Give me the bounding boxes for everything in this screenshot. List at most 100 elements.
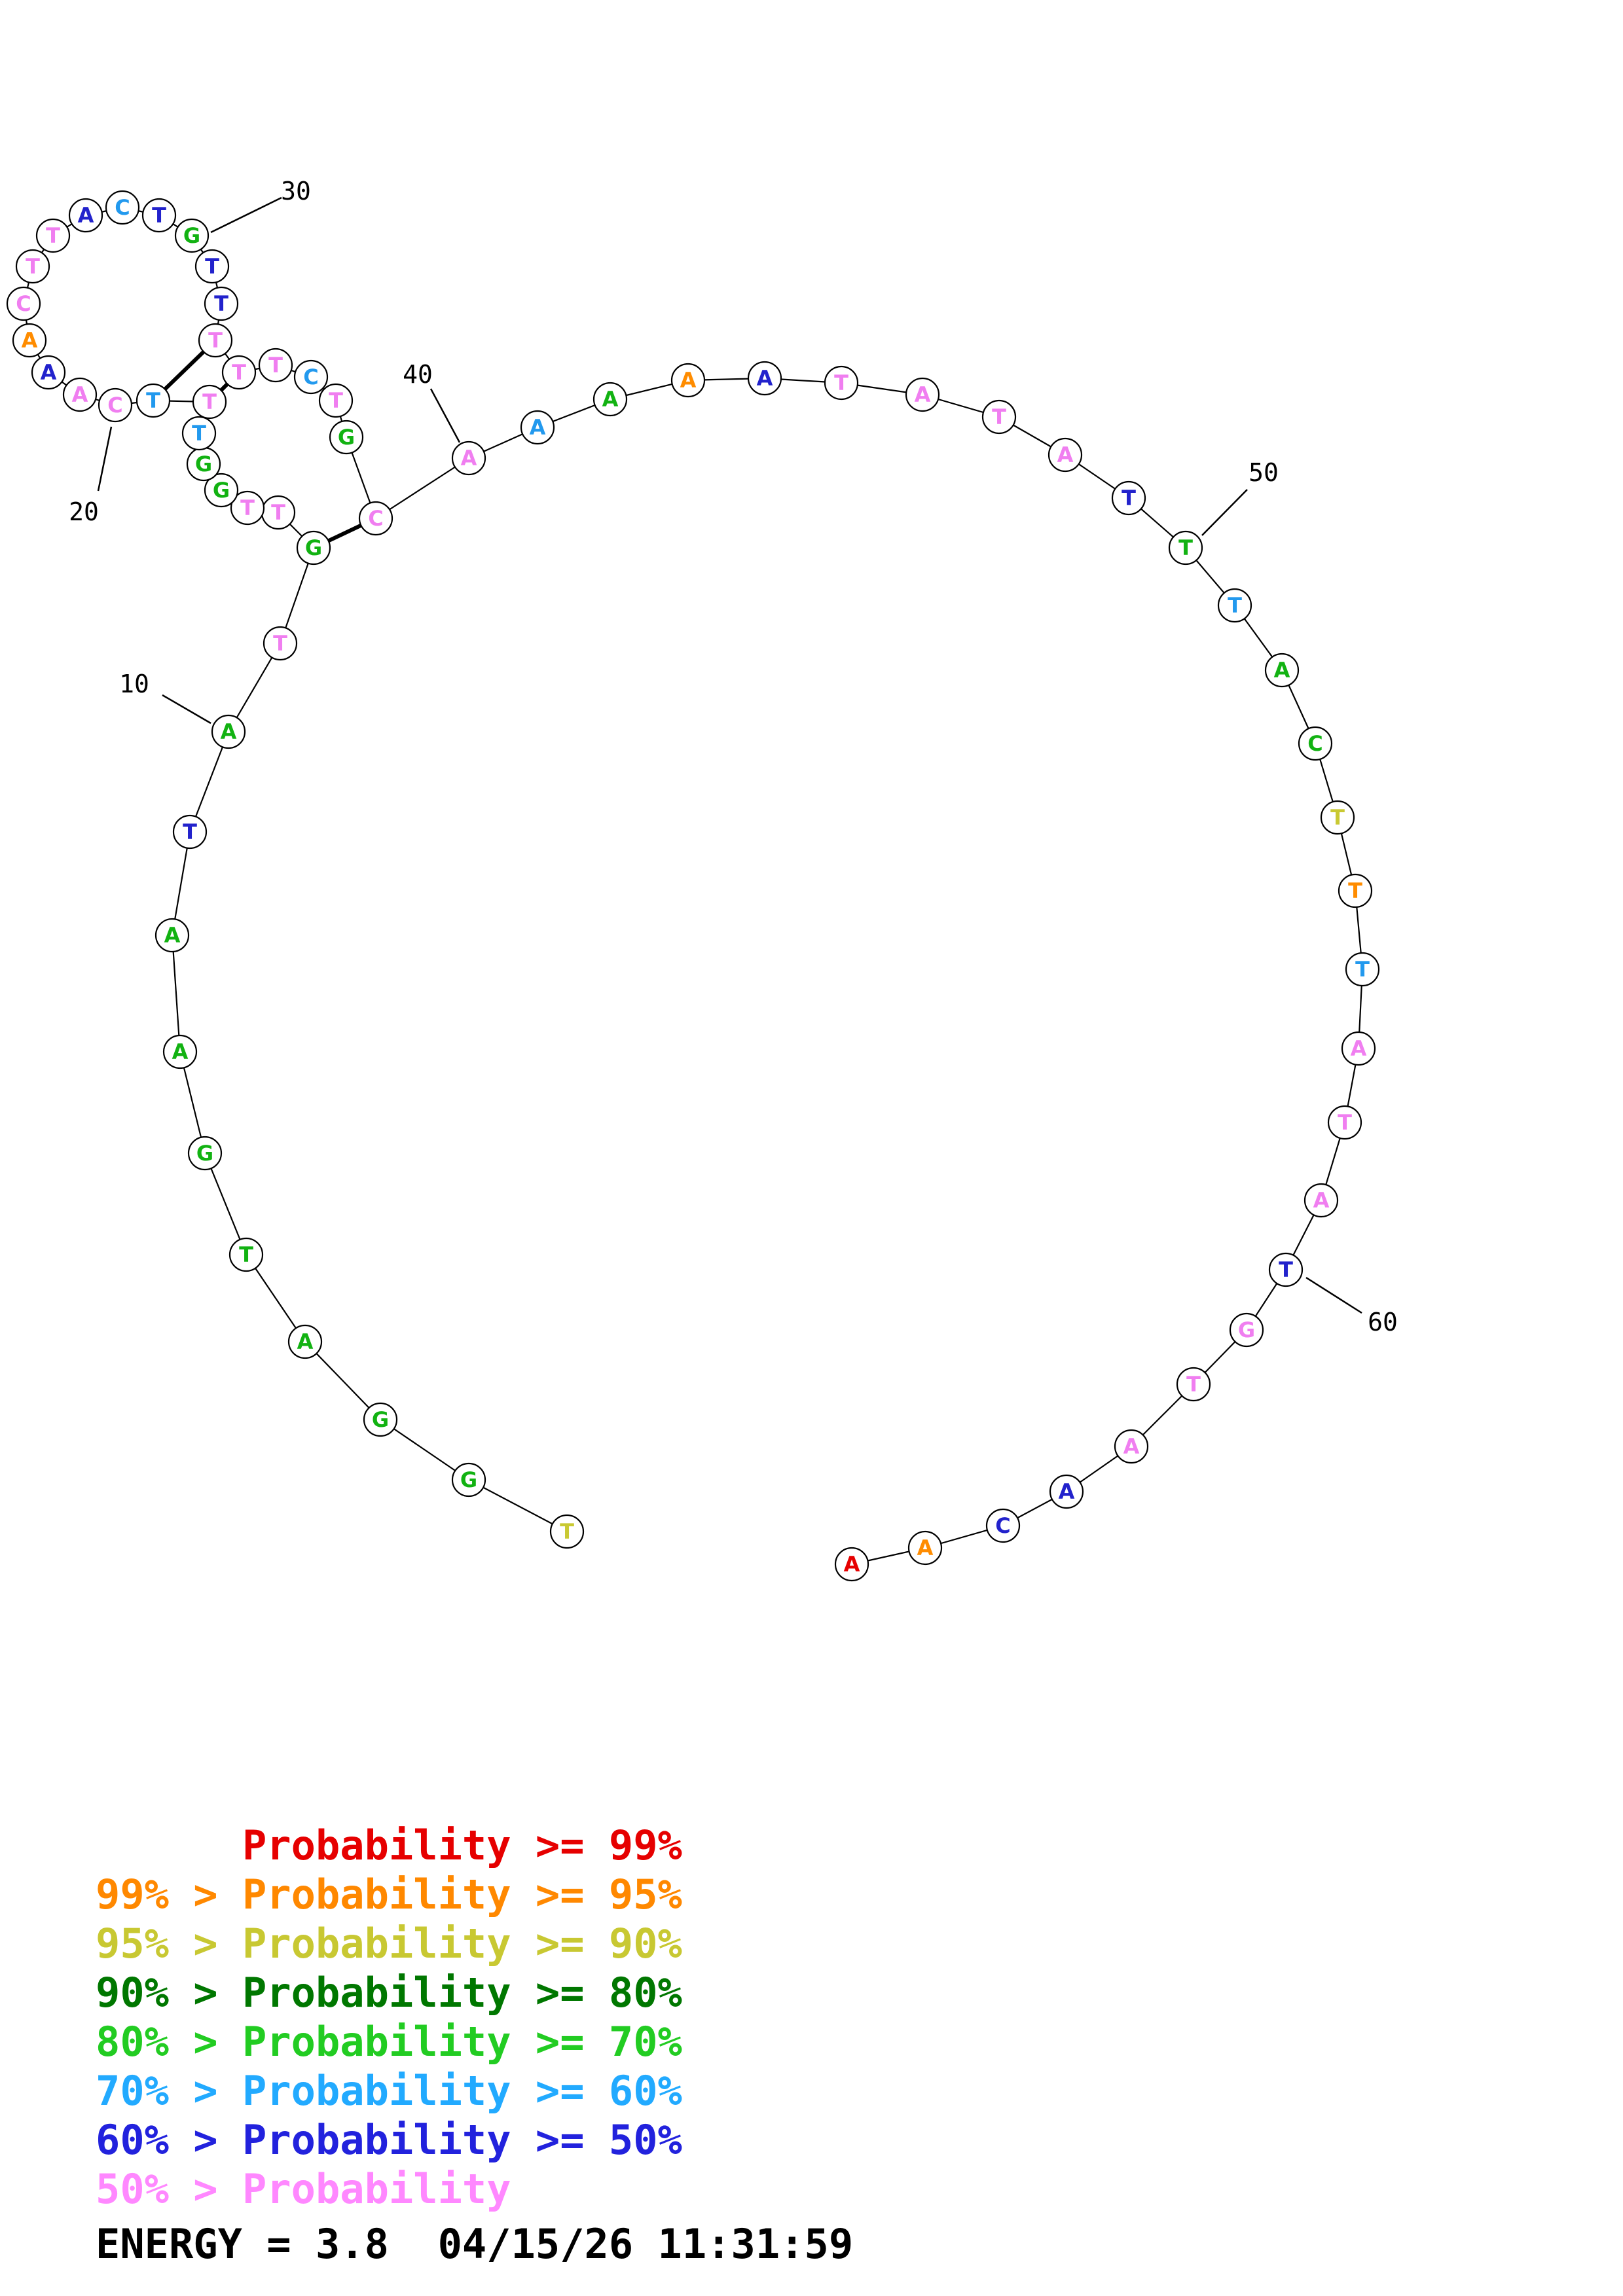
nucleotide-letter: T bbox=[152, 203, 166, 228]
nucleotide-node: T bbox=[1176, 1367, 1211, 1402]
nucleotide-letter: C bbox=[115, 195, 130, 220]
nucleotide-letter: A bbox=[1057, 442, 1074, 467]
label-line bbox=[162, 694, 211, 725]
backbone-link bbox=[189, 731, 230, 833]
nucleotide-circle bbox=[293, 359, 329, 395]
nucleotide-circle bbox=[329, 420, 364, 455]
nucleotide-letter: G bbox=[305, 535, 322, 560]
probability-legend: Probability >= 99% 99% > Probability >= 9… bbox=[96, 1821, 682, 2214]
position-labels-layer: 10 20 30 40 50 60 bbox=[69, 177, 1398, 1336]
nucleotide-letter: C bbox=[995, 1513, 1010, 1538]
nucleotide-circle bbox=[187, 1136, 223, 1171]
nucleotide-letter: A bbox=[530, 415, 546, 440]
nucleotide-letter: T bbox=[232, 360, 246, 385]
nucleotide-circle bbox=[451, 1462, 486, 1498]
nucleotide-circle bbox=[204, 473, 239, 508]
position-label: 20 bbox=[69, 497, 99, 526]
nucleotide-letter: T bbox=[560, 1519, 574, 1544]
nucleotide-letter: T bbox=[1348, 878, 1362, 903]
nucleotide-circle bbox=[287, 1324, 323, 1359]
nucleotide-circle bbox=[162, 1034, 198, 1069]
nucleotide-node: T bbox=[549, 1514, 585, 1549]
nucleotide-circle bbox=[181, 416, 217, 451]
nucleotide-letter: T bbox=[192, 421, 206, 446]
nucleotide-node: G bbox=[204, 473, 239, 508]
nucleotide-node: T bbox=[1320, 800, 1355, 835]
nucleotide-letter: A bbox=[1313, 1188, 1330, 1213]
nucleotide-circle bbox=[520, 410, 555, 445]
nucleotide-letter: C bbox=[1307, 731, 1322, 756]
nucleotide-circle bbox=[105, 190, 140, 225]
nucleotide-letter: G bbox=[213, 478, 230, 503]
nucleotide-circle bbox=[1176, 1367, 1211, 1402]
nucleotide-circle bbox=[172, 814, 208, 850]
position-label: 40 bbox=[403, 360, 433, 389]
nucleotide-circle bbox=[1268, 1252, 1304, 1287]
nucleotide-circle bbox=[211, 714, 246, 749]
nucleotide-letter: T bbox=[1178, 535, 1193, 560]
nucleotide-letter: G bbox=[338, 425, 355, 450]
nucleotide-letter: C bbox=[368, 506, 383, 531]
nucleotide-circle bbox=[747, 361, 782, 396]
backbone-links-layer bbox=[22, 206, 1364, 1566]
nucleotide-letter: A bbox=[1059, 1479, 1075, 1504]
nucleotide-node: A bbox=[155, 918, 190, 953]
nucleotide-circle bbox=[258, 348, 293, 383]
nucleotide-letter: A bbox=[1274, 658, 1290, 683]
legend-item: 70% > Probability >= 60% bbox=[96, 2067, 682, 2115]
nucleotide-node: A bbox=[905, 377, 940, 412]
nucleotide-node: C bbox=[1298, 726, 1333, 761]
nucleotide-node: T bbox=[1111, 480, 1146, 516]
nucleotide-node: G bbox=[363, 1402, 398, 1437]
nucleotide-node: G bbox=[329, 420, 364, 455]
nucleotide-letter: G bbox=[1238, 1318, 1255, 1342]
nucleotide-circle bbox=[905, 377, 940, 412]
nucleotide-letter: A bbox=[1351, 1036, 1367, 1061]
nucleotide-node: A bbox=[68, 198, 103, 233]
nucleotide-letter: C bbox=[303, 365, 318, 389]
nucleotide-letter: C bbox=[16, 291, 31, 316]
nucleotide-node: A bbox=[451, 440, 486, 476]
nucleotide-circle bbox=[358, 501, 393, 536]
nucleotide-letter: T bbox=[239, 1242, 253, 1267]
nucleotide-circle bbox=[174, 218, 210, 253]
nucleotide-node: A bbox=[907, 1530, 943, 1566]
nucleotide-node: T bbox=[194, 249, 230, 284]
nucleotide-circle bbox=[62, 377, 98, 412]
nucleotide-letter: A bbox=[917, 1535, 934, 1560]
nucleotide-circle bbox=[318, 383, 354, 418]
nucleotide-node: T bbox=[198, 323, 233, 358]
nucleotide-node: C bbox=[98, 387, 133, 423]
nucleotide-node: A bbox=[834, 1547, 869, 1582]
nucleotide-circle bbox=[907, 1530, 943, 1566]
nucleotide-letter: A bbox=[915, 382, 931, 407]
nucleotide-node: A bbox=[162, 1034, 198, 1069]
nucleotide-node: A bbox=[62, 377, 98, 412]
nucleotide-circle bbox=[204, 286, 239, 321]
legend-item: 60% > Probability >= 50% bbox=[96, 2116, 682, 2164]
legend-item: 95% > Probability >= 90% bbox=[96, 1920, 682, 1967]
nucleotide-circle bbox=[296, 530, 331, 565]
nucleotide-circle bbox=[981, 399, 1017, 435]
nucleotide-letter: T bbox=[46, 223, 60, 248]
nucleotide-letter: T bbox=[205, 254, 219, 279]
nucleotide-circle bbox=[1049, 1474, 1084, 1509]
nucleotide-circle bbox=[6, 286, 41, 321]
nucleotide-circle bbox=[263, 626, 298, 661]
nucleotide-letter: A bbox=[164, 923, 181, 948]
label-line bbox=[429, 388, 461, 443]
nucleotide-letter: A bbox=[22, 328, 38, 353]
nucleotide-node: T bbox=[1338, 873, 1373, 908]
nucleotide-circle bbox=[1341, 1031, 1376, 1066]
nucleotide-letter: C bbox=[107, 393, 122, 418]
label-line bbox=[1201, 489, 1248, 536]
nucleotide-letter: T bbox=[329, 388, 343, 413]
nucleotide-node: C bbox=[293, 359, 329, 395]
nucleotide-node: G bbox=[187, 1136, 223, 1171]
nucleotide-letter: T bbox=[1122, 486, 1136, 511]
nucleotide-circle bbox=[985, 1508, 1021, 1543]
nucleotide-circle bbox=[1168, 530, 1203, 565]
nucleotide-circle bbox=[136, 383, 171, 418]
nucleotide-node: G bbox=[451, 1462, 486, 1498]
nucleotide-node: G bbox=[186, 446, 221, 482]
